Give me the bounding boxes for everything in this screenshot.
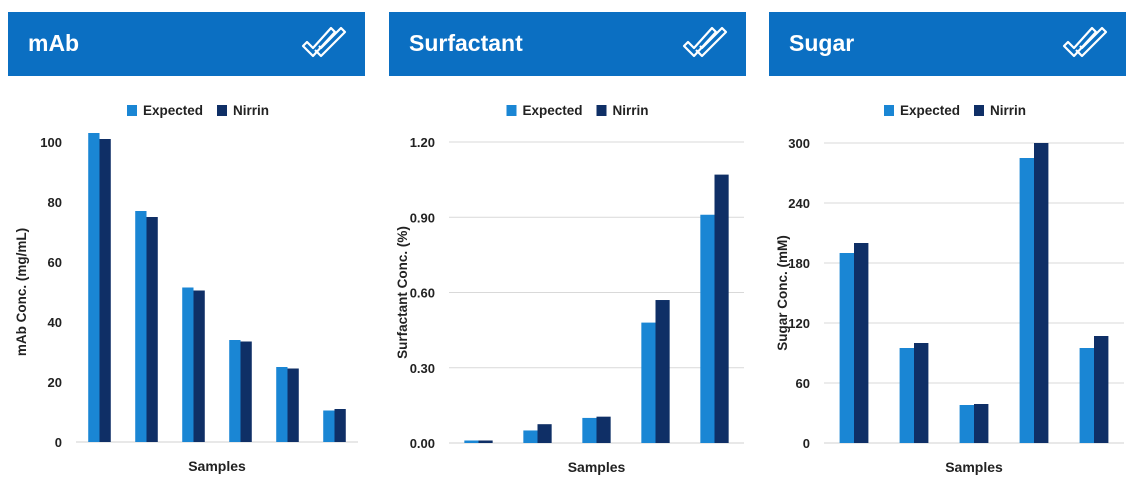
legend-swatch-nirrin: [217, 105, 227, 116]
bar-nirrin: [854, 243, 869, 443]
x-axis-label: Samples: [568, 459, 626, 475]
double-check-icon: [1062, 26, 1108, 58]
bar-expected: [1019, 158, 1034, 443]
y-tick-label: 0: [55, 435, 62, 450]
bar-expected: [135, 211, 147, 442]
bar-nirrin: [1094, 336, 1109, 443]
bar-nirrin: [146, 217, 158, 442]
legend-label-nirrin: Nirrin: [613, 103, 649, 118]
panel-header: Sugar: [769, 12, 1126, 76]
y-tick-label: 180: [788, 256, 810, 271]
bar-nirrin: [914, 343, 929, 443]
legend-label-nirrin: Nirrin: [990, 103, 1026, 118]
y-tick-label: 60: [796, 376, 810, 391]
double-check-icon: [682, 26, 728, 58]
bar-nirrin: [974, 404, 989, 443]
bar-expected: [582, 417, 597, 443]
bar-expected: [229, 340, 241, 442]
legend-label-expected: Expected: [143, 103, 203, 118]
legend-swatch-expected: [127, 105, 137, 116]
legend-swatch-nirrin: [974, 105, 984, 116]
y-tick-label: 20: [48, 375, 62, 390]
legend-label-nirrin: Nirrin: [233, 103, 269, 118]
y-tick-label: 0: [803, 436, 810, 451]
bar-expected: [276, 367, 288, 442]
bar-nirrin: [334, 409, 346, 442]
y-tick-label: 0.00: [410, 436, 435, 451]
bar-expected: [839, 253, 854, 443]
bar-expected: [641, 322, 656, 443]
bar-expected: [899, 348, 914, 443]
y-axis-label: Surfactant Conc. (%): [395, 226, 410, 359]
y-tick-label: 100: [40, 135, 62, 150]
y-tick-label: 240: [788, 196, 810, 211]
bar-nirrin: [478, 440, 493, 443]
y-tick-label: 80: [48, 195, 62, 210]
y-tick-label: 300: [788, 136, 810, 151]
bar-nirrin: [714, 174, 729, 443]
bar-expected: [523, 430, 538, 443]
x-axis-label: Samples: [945, 459, 1003, 475]
panel-sugar: Sugar 0 60 120 180 240 300 Expected Nirrin Sampl…: [769, 0, 1126, 485]
y-tick-label: 0.90: [410, 210, 435, 225]
sugar-chart: 0 60 120 180 240 300 Expected Nirrin Samples Suga…: [775, 103, 1124, 475]
legend-swatch-expected: [884, 105, 894, 116]
bar-nirrin: [655, 300, 670, 443]
bar-expected: [700, 214, 715, 443]
bar-nirrin: [240, 341, 252, 442]
y-tick-label: 40: [48, 315, 62, 330]
y-tick-label: 0.60: [410, 286, 435, 301]
double-check-icon: [301, 26, 347, 58]
panel-title: Sugar: [789, 30, 855, 56]
mab-chart: 0 20 40 60 80 100 Expected Nirrin Samples mAb Con…: [14, 103, 358, 474]
legend-swatch-expected: [506, 105, 517, 116]
panel-mab: mAb 0 20 40 60 80 100 Expected Nirrin Samples mAb…: [8, 0, 365, 485]
bar-nirrin: [99, 139, 111, 442]
bar-nirrin: [537, 424, 552, 443]
bar-expected: [182, 287, 194, 442]
y-tick-label: 1.20: [410, 135, 435, 150]
legend-label-expected: Expected: [523, 103, 583, 118]
bar-expected: [1079, 348, 1094, 443]
surfactant-chart: 0.00 0.30 0.60 0.90 1.20 Expected Nirrin Sample…: [395, 103, 744, 475]
bar-nirrin: [193, 290, 205, 442]
panel-surfactant: Surfactant 0.00 0.30 0.60 0.90 1.20 Expected N…: [389, 0, 746, 485]
bar-expected: [464, 440, 479, 443]
y-tick-label: 120: [788, 316, 810, 331]
panel-title: Surfactant: [409, 30, 523, 56]
bar-expected: [323, 410, 335, 442]
bar-nirrin: [1034, 143, 1049, 443]
bar-nirrin: [287, 368, 299, 442]
legend-swatch-nirrin: [596, 105, 607, 116]
panel-title: mAb: [28, 30, 80, 56]
bar-expected: [959, 405, 974, 443]
y-axis-label: Sugar Conc. (mM): [775, 235, 790, 351]
bar-nirrin: [596, 416, 611, 443]
legend-label-expected: Expected: [900, 103, 960, 118]
y-tick-label: 60: [48, 255, 62, 270]
x-axis-label: Samples: [188, 458, 246, 474]
panel-header: mAb: [8, 12, 365, 76]
panel-header: Surfactant: [389, 12, 746, 76]
y-axis-label: mAb Conc. (mg/mL): [14, 228, 29, 356]
y-tick-label: 0.30: [410, 361, 435, 376]
bar-expected: [88, 133, 100, 442]
